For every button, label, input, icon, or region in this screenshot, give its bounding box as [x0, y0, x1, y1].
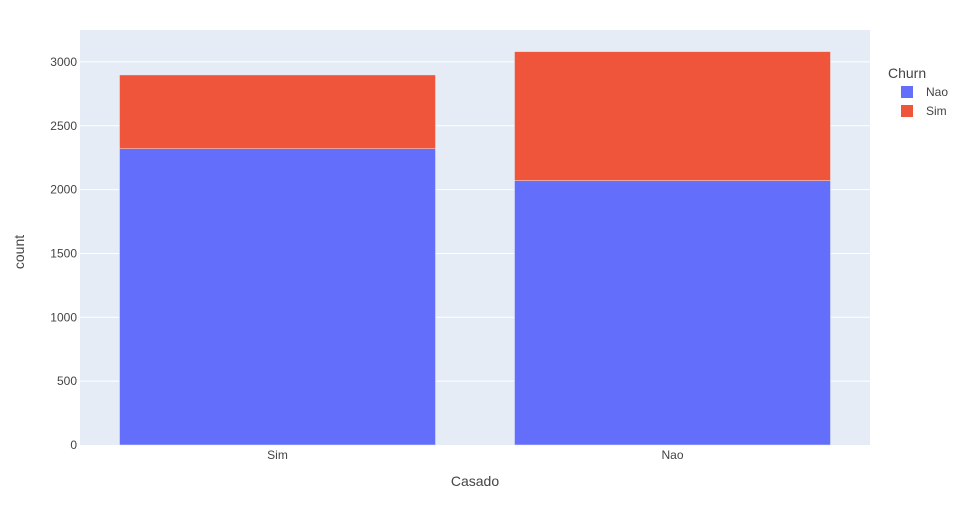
y-axis-title: count	[11, 235, 27, 269]
x-axis-ticks: Sim Nao	[267, 448, 684, 462]
legend: Churn Nao Sim	[888, 65, 948, 118]
y-tick-label: 500	[57, 374, 77, 388]
x-tick-label: Nao	[661, 448, 683, 462]
y-tick-label: 2000	[50, 183, 77, 197]
legend-label-nao[interactable]: Nao	[926, 85, 948, 99]
bar-sim-nao	[119, 148, 436, 446]
y-tick-label: 1000	[50, 310, 77, 324]
legend-swatch-nao[interactable]	[901, 86, 913, 98]
y-tick-label: 2500	[50, 119, 77, 133]
bar-sim-sim	[119, 74, 436, 150]
legend-label-sim[interactable]: Sim	[926, 104, 947, 118]
bar-nao-sim	[514, 51, 831, 181]
x-axis-title: Casado	[451, 473, 499, 489]
y-tick-label: 3000	[50, 55, 77, 69]
legend-swatch-sim[interactable]	[901, 105, 913, 117]
bars	[119, 51, 831, 446]
bar-nao-nao	[514, 180, 831, 446]
y-tick-label: 1500	[50, 246, 77, 260]
legend-title: Churn	[888, 65, 926, 81]
y-axis-ticks: 0 500 1000 1500 2000 2500 3000	[50, 55, 77, 452]
x-tick-label: Sim	[267, 448, 288, 462]
y-tick-label: 0	[70, 438, 77, 452]
